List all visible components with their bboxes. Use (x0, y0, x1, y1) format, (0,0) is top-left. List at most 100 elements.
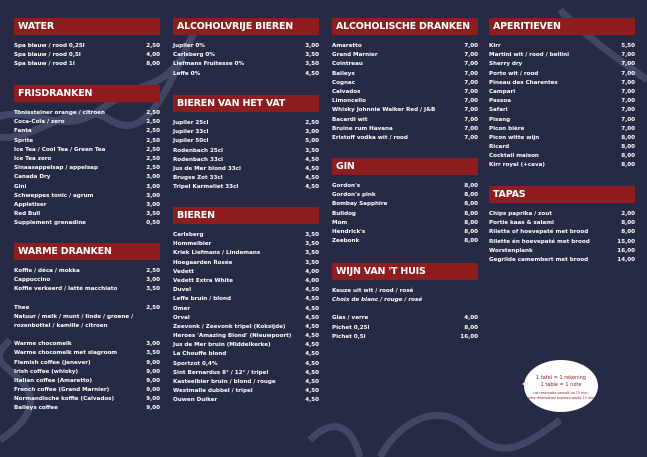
item-price: 4,50 (305, 165, 319, 172)
item-price: 4,50 (305, 360, 319, 367)
menu-item: Warme chocomelk met slagroom 3,50 (14, 349, 160, 358)
menu-item: Ricard 8,00 (489, 143, 635, 152)
item-price: 2,50 (146, 43, 160, 49)
item-price: 4,50 (305, 388, 319, 395)
menu-item: Jupiler 33cl 3,00 (173, 128, 319, 137)
menu-item: Ouwen Duiker 4,50 (173, 396, 319, 405)
item-name: Whisky Johnnie Walker Red / J&B (332, 107, 436, 114)
item-name: Cognac (332, 79, 356, 86)
item-price: 8,00 (464, 201, 478, 208)
menu-item: Baileys 7,00 (332, 70, 478, 79)
item-name: French coffee (Grand Marnier) (14, 387, 110, 394)
item-name: Baileys (332, 70, 355, 77)
item-price: 4,50 (305, 351, 319, 358)
item-name: Pichet 0,25l (332, 324, 370, 331)
menu-item: Bruine rum Havana 7,00 (332, 125, 478, 134)
item-price: 3,50 (305, 232, 319, 238)
menu-item: Rilette én hoevepaté met brood 15,00 (489, 238, 635, 247)
item-name: Liefmans Fruitesse 0% (173, 61, 245, 68)
item-name: Rodenbach 25cl (173, 147, 223, 154)
item-price: 3,50 (305, 147, 319, 154)
item-price: 9,00 (146, 405, 160, 412)
item-price: 7,00 (464, 52, 478, 59)
item-price: 3,00 (305, 43, 319, 49)
menu-item: Westmalle dubbel / tripel 4,50 (173, 387, 319, 396)
item-price: 4,50 (305, 314, 319, 321)
menu-item: Carlsberg 3,50 (173, 231, 319, 240)
notice-speech-bubble: 1 tafel = 1 rekening 1 table = 1 note uw … (522, 360, 598, 412)
item-name: Italian coffee (Amaretto) (14, 377, 93, 384)
item-price: 9,00 (146, 377, 160, 384)
notice-line: 1 table = 1 note (540, 382, 582, 388)
menu-item: Vedett 4,00 (173, 268, 319, 277)
item-name: Gordon's (332, 183, 361, 189)
menu-item: Tripel Karmeliet 33cl 4,50 (173, 183, 319, 192)
item-price: 3,50 (146, 350, 160, 357)
item-price: 2,50 (146, 165, 160, 172)
item-name: Hoegaarden Rosée (173, 259, 233, 266)
menu-item: Cappuccino 3,00 (14, 276, 160, 285)
menu-item: Jus de Mer bruin (Middelkerke) 4,50 (173, 341, 319, 350)
item-name: Omer (173, 305, 191, 312)
item-name: Worstenplank (489, 247, 533, 254)
menu-item: Duvel 4,50 (173, 286, 319, 295)
item-name: Carlsberg (173, 232, 204, 238)
item-name: Ricard (489, 144, 510, 151)
item-name: Flemish coffee (jenever) (14, 359, 91, 366)
menu-item: Supplement grenadine 0,50 (14, 219, 160, 228)
menu-item: Schweppes tonic / agrum 3,00 (14, 192, 160, 201)
menu-item: Koffie verkeerd / latté macchiato 3,50 (14, 285, 160, 294)
item-name: Sprite (14, 137, 34, 144)
item-name: Kirr (489, 43, 501, 49)
menu-item: Irish coffee (whisky) 9,00 (14, 368, 160, 377)
item-name: Picon bière (489, 125, 525, 132)
item-name: Cappuccino (14, 277, 51, 284)
menu-item: Gegrilde camembert met brood 14,00 (489, 256, 635, 265)
menu-item: Ice Tea / Cool Tea / Green Tea 2,50 (14, 146, 160, 155)
item-name: Calvados (332, 88, 361, 95)
menu-item: Carlsberg 0% 3,50 (173, 51, 319, 60)
item-price: 2,50 (146, 155, 160, 162)
item-name: Canada Dry (14, 174, 51, 181)
section-tapas: TAPAS Chips paprika / zout 2,00 Portie kaa… (489, 186, 635, 265)
section-bieren-van-het-vat: BIEREN VAN HET VAT Jupiler 25cl 2,50 Jupil… (173, 95, 319, 193)
menu-item: Vedett Extra White 4,00 (173, 277, 319, 286)
item-price: 7,00 (621, 116, 635, 123)
item-price: 4,50 (305, 175, 319, 182)
item-price: 7,00 (621, 88, 635, 95)
menu-item: Cognac 7,00 (332, 79, 478, 88)
item-name: Hendrick's (332, 228, 366, 235)
item-price: 4,50 (305, 342, 319, 349)
item-price: 3,00 (146, 341, 160, 348)
item-price: 4,50 (305, 333, 319, 340)
menu-item: Amaretto 7,00 (332, 42, 478, 51)
item-name: Irish coffee (whisky) (14, 368, 79, 375)
item-price: 7,00 (464, 70, 478, 77)
menu-item: Kirr royal (+cava) 8,00 (489, 161, 635, 170)
menu-item: Spa blauw / rood 0,5l 4,00 (14, 51, 160, 60)
item-price: 7,00 (464, 98, 478, 105)
section-water: WATER Spa blauw / rood 0,25l 2,50 Spa blau… (14, 18, 160, 70)
item-name: Jupiler 50cl (173, 138, 209, 145)
item-price: 2,50 (146, 119, 160, 126)
item-name: Glas / verre (332, 315, 369, 322)
menu-item: Sherry dry 7,00 (489, 60, 635, 69)
section-title: ALCOHOLISCHE DRANKEN (332, 18, 478, 35)
menu-item: Jupiler 0% 3,00 (173, 42, 319, 51)
item-name: Ice Tea / Cool Tea / Green Tea (14, 146, 106, 153)
item-name: Ice Tea zero (14, 155, 52, 162)
item-price: 3,50 (305, 52, 319, 59)
item-name: Rilette of hoevepaté met brood (489, 229, 589, 236)
item-price: 8,00 (464, 192, 478, 199)
item-name: Pisang (489, 116, 511, 123)
section-title: WARME DRANKEN (14, 243, 160, 260)
menu-item: Bombay Sapphire 8,00 (332, 200, 478, 209)
item-name: Koffie / déca / mokka (14, 268, 80, 274)
item-name: Carlsberg 0% (173, 52, 215, 59)
item-price: 2,50 (305, 120, 319, 126)
menu-item: Whisky Johnnie Walker Red / J&B 7,00 (332, 106, 478, 115)
menu-item: Sportzot 0,4% 4,50 (173, 360, 319, 369)
item-price: 2,50 (146, 304, 160, 311)
section-title: APERITIEVEN (489, 18, 635, 35)
menu-item: Liefmans Fruitesse 0% 3,50 (173, 60, 319, 69)
